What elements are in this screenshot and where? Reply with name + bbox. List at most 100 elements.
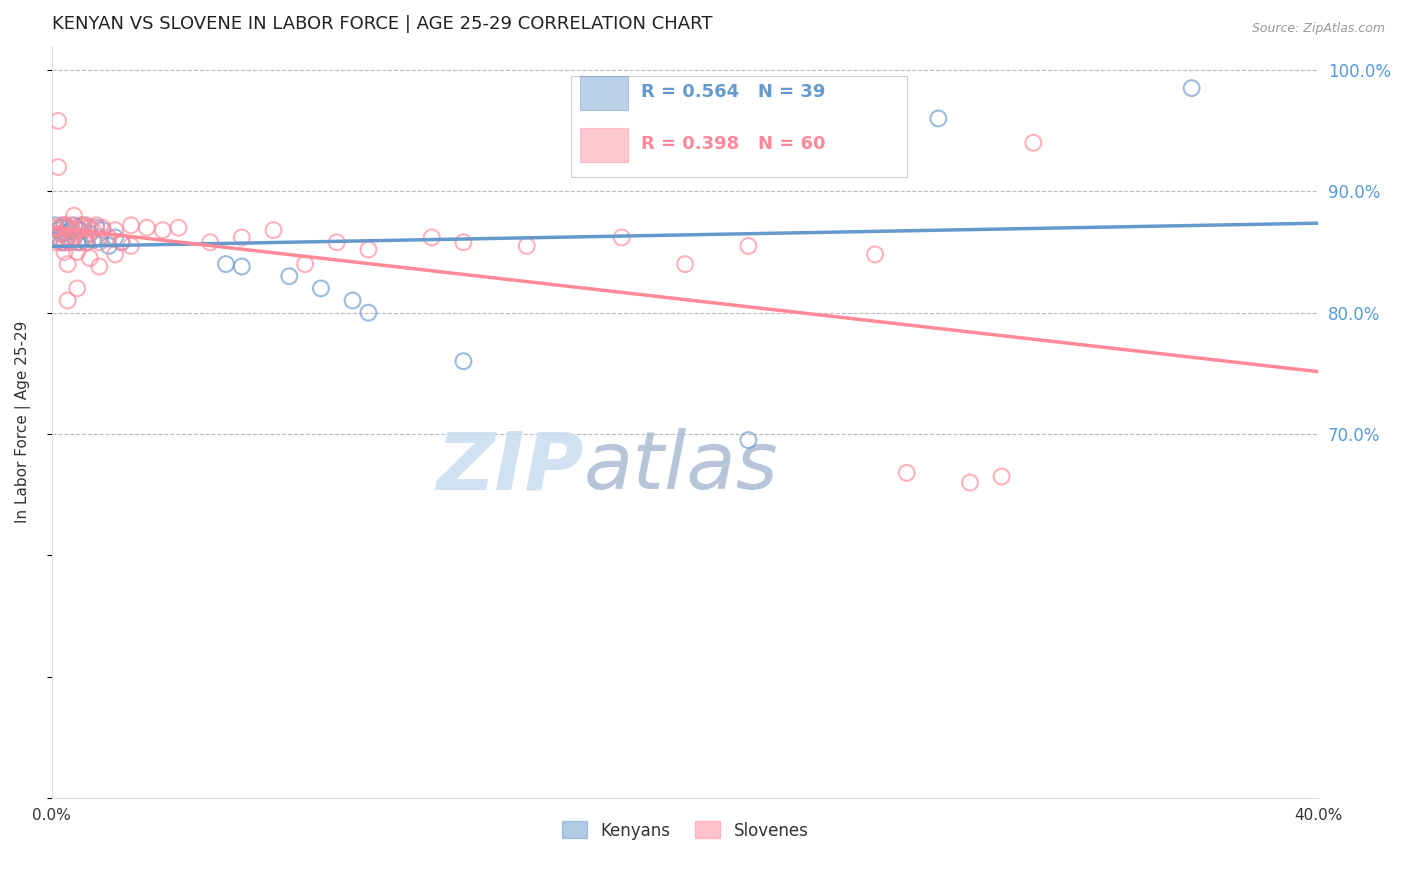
Point xyxy=(51,235,73,250)
Text: Source: ZipAtlas.com: Source: ZipAtlas.com xyxy=(1251,22,1385,36)
Point xyxy=(53,245,76,260)
Point xyxy=(89,260,111,274)
Point xyxy=(59,235,82,250)
Point xyxy=(91,220,114,235)
Point xyxy=(1181,81,1204,95)
Point xyxy=(63,209,86,223)
Point xyxy=(97,239,120,253)
Point xyxy=(56,257,79,271)
Y-axis label: In Labor Force | Age 25-29: In Labor Force | Age 25-29 xyxy=(15,321,31,523)
Point xyxy=(46,160,69,174)
Point xyxy=(66,235,89,250)
Point xyxy=(76,235,98,250)
Point xyxy=(46,230,69,244)
Point xyxy=(46,223,69,237)
Point xyxy=(120,219,142,233)
Point xyxy=(66,220,89,235)
FancyBboxPatch shape xyxy=(579,128,628,162)
Point xyxy=(53,219,76,233)
Text: KENYAN VS SLOVENE IN LABOR FORCE | AGE 25-29 CORRELATION CHART: KENYAN VS SLOVENE IN LABOR FORCE | AGE 2… xyxy=(52,15,713,33)
Point xyxy=(278,269,301,284)
Point xyxy=(863,247,886,261)
Point xyxy=(56,220,79,235)
Point xyxy=(342,293,364,308)
Point xyxy=(46,114,69,128)
Text: ZIP: ZIP xyxy=(436,428,583,506)
Point xyxy=(84,220,107,235)
Point xyxy=(66,223,89,237)
Point xyxy=(53,226,76,240)
Point xyxy=(53,235,76,250)
Point xyxy=(69,235,91,250)
Point xyxy=(63,230,86,244)
Point xyxy=(56,293,79,308)
Legend: Kenyans, Slovenes: Kenyans, Slovenes xyxy=(555,814,815,847)
Point xyxy=(453,354,475,368)
Point xyxy=(927,112,949,126)
Point xyxy=(97,230,120,244)
Point xyxy=(51,220,73,235)
FancyBboxPatch shape xyxy=(571,76,907,178)
Point xyxy=(72,220,94,235)
Point xyxy=(167,220,190,235)
Point xyxy=(59,235,82,250)
Text: R = 0.564   N = 39: R = 0.564 N = 39 xyxy=(641,83,825,101)
Point xyxy=(110,235,132,250)
Point xyxy=(53,235,76,250)
Point xyxy=(152,223,174,237)
Point xyxy=(79,227,101,241)
Point xyxy=(84,219,107,233)
Point xyxy=(673,257,696,271)
Point xyxy=(63,219,86,233)
FancyBboxPatch shape xyxy=(579,76,628,110)
Point xyxy=(990,469,1012,483)
Point xyxy=(91,223,114,237)
Point xyxy=(104,230,127,244)
Text: atlas: atlas xyxy=(583,428,779,506)
Point xyxy=(420,230,443,244)
Point xyxy=(231,260,253,274)
Point xyxy=(69,223,91,237)
Point xyxy=(53,219,76,233)
Point xyxy=(79,220,101,235)
Point xyxy=(135,220,157,235)
Point xyxy=(610,230,633,244)
Point xyxy=(76,235,98,250)
Point xyxy=(69,219,91,233)
Point xyxy=(63,230,86,244)
Point xyxy=(51,227,73,241)
Point xyxy=(72,219,94,233)
Point xyxy=(309,281,332,295)
Point xyxy=(69,235,91,250)
Point xyxy=(737,239,759,253)
Point xyxy=(326,235,349,250)
Point xyxy=(516,239,538,253)
Point xyxy=(896,466,918,480)
Point xyxy=(262,223,284,237)
Point xyxy=(51,219,73,233)
Point xyxy=(56,230,79,244)
Point xyxy=(120,239,142,253)
Point xyxy=(51,235,73,250)
Point xyxy=(959,475,981,490)
Point xyxy=(110,235,132,250)
Point xyxy=(215,257,238,271)
Text: R = 0.398   N = 60: R = 0.398 N = 60 xyxy=(641,136,825,153)
Point xyxy=(357,306,380,320)
Point xyxy=(231,230,253,244)
Point xyxy=(56,220,79,235)
Point xyxy=(82,223,104,237)
Point xyxy=(82,233,104,247)
Point xyxy=(56,230,79,244)
Point xyxy=(1022,136,1045,150)
Point xyxy=(453,235,475,250)
Point xyxy=(89,230,111,244)
Point xyxy=(737,433,759,447)
Point xyxy=(44,220,66,235)
Point xyxy=(79,251,101,265)
Point xyxy=(66,245,89,260)
Point xyxy=(76,219,98,233)
Point xyxy=(51,227,73,241)
Point xyxy=(59,223,82,237)
Point xyxy=(294,257,316,271)
